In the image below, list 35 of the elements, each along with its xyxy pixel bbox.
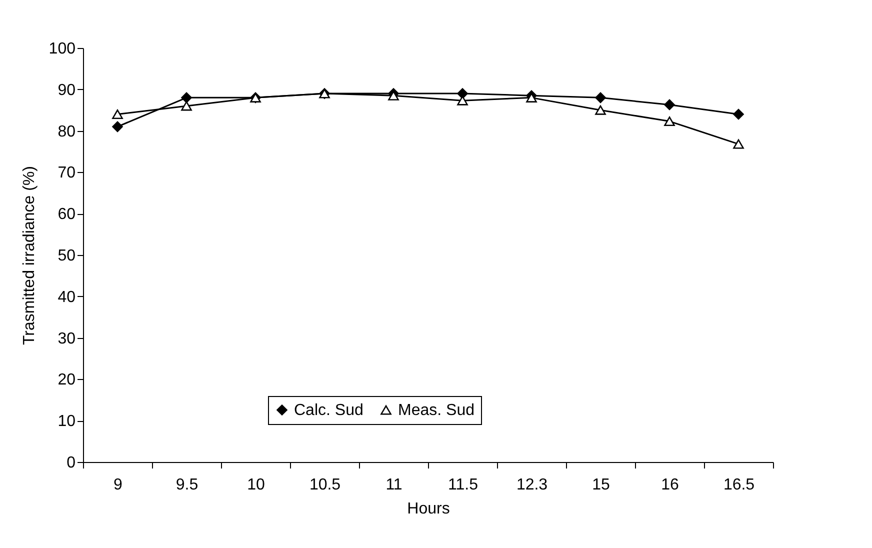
x-tick-label: 9	[114, 476, 123, 494]
point	[112, 121, 123, 132]
y-tick-label: 80	[58, 123, 76, 140]
point	[181, 101, 192, 111]
point	[595, 92, 606, 104]
x-tick-label: 15	[592, 476, 610, 494]
y-tick-label: 50	[58, 248, 76, 264]
legend-label: Calc. Sud	[294, 402, 364, 419]
x-tick-label: 11.5	[448, 476, 478, 494]
y-tick-label: 10	[58, 413, 76, 430]
point	[112, 109, 123, 119]
y-tick-label: 0	[66, 454, 76, 472]
y-tick-label: 30	[58, 330, 76, 348]
x-axis-title: Hours	[407, 500, 450, 518]
y-tick-label: 100	[48, 40, 76, 58]
x-tick-label: 11	[386, 476, 402, 494]
y-axis-title: Trasmitted irradiance (%)	[20, 166, 38, 346]
x-tick-label: 16	[661, 476, 679, 494]
point	[664, 116, 675, 126]
point	[181, 92, 192, 104]
x-tick-label: 10.5	[309, 476, 341, 494]
legend-label: Meas. Sud	[398, 402, 474, 419]
y-tick-label: 40	[58, 288, 76, 306]
point	[595, 105, 606, 115]
y-tick-label: 70	[58, 164, 76, 182]
point	[733, 108, 744, 120]
x-tick-label: 10	[247, 476, 265, 494]
x-tick-label: 16.5	[723, 476, 755, 494]
y-tick-label: 20	[58, 372, 76, 389]
y-tick-label: 90	[58, 82, 76, 99]
x-tick-label: 9.5	[176, 476, 198, 494]
point	[733, 139, 744, 149]
y-tick-label: 60	[58, 206, 76, 224]
point	[664, 99, 675, 110]
x-tick-label: 12.3	[516, 476, 548, 494]
